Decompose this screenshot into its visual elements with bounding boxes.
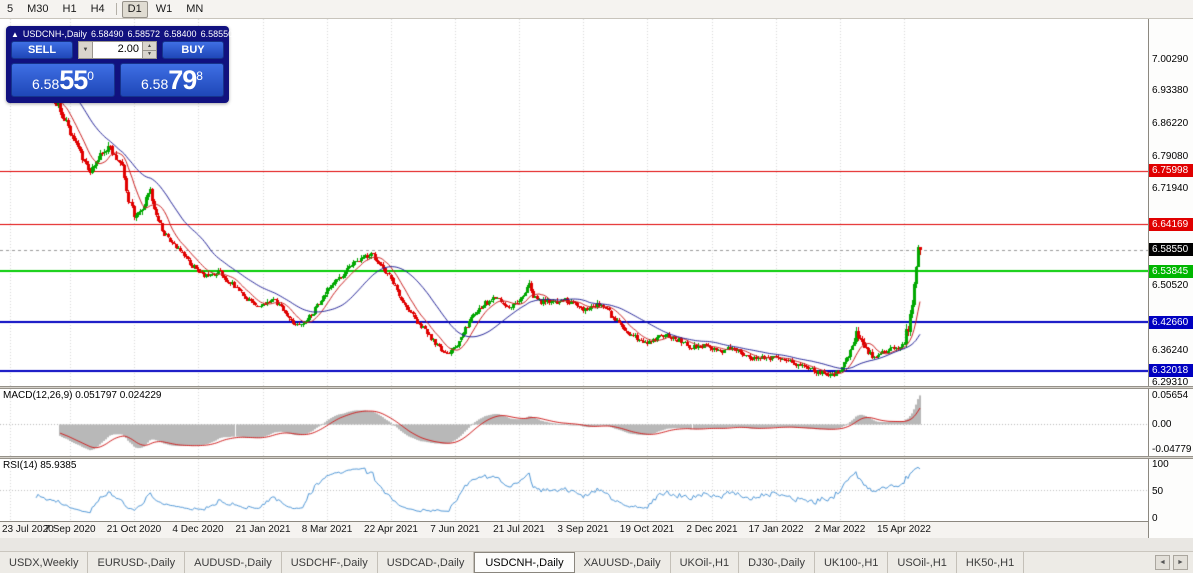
date-axis-label: 22 Apr 2021 [364,524,418,535]
price-axis-label: 6.50520 [1152,280,1189,292]
price-axis-label: 6.71940 [1152,183,1189,194]
timeframe-button-d1[interactable]: D1 [121,0,148,18]
buy-price-button[interactable]: 6.58 79 8 [120,63,224,97]
price-axis-flag: 6.53845 [1149,264,1193,278]
macd-axis-label: 0.00 [1152,419,1172,431]
date-axis-label: 2 Dec 2021 [686,524,738,535]
tab-scroll-controls: ◄ ► [1150,552,1193,573]
rsi-axis-label: 50 [1152,486,1164,497]
volume-input[interactable]: 2.00 [93,41,143,59]
timeframe-button-h1[interactable]: H1 [62,3,77,15]
ohlc-close: 6.58550 [200,29,234,39]
buy-button[interactable]: BUY [162,41,224,59]
tab-scroll-right-button[interactable]: ► [1173,555,1188,570]
price-axis-label: 6.29310 [1152,376,1189,388]
chart-tab-usdchf-daily[interactable]: USDCHF-,Daily [282,552,378,573]
ohlc-low: 6.58400 [164,29,197,39]
chart-tab-audusd-daily[interactable]: AUDUSD-,Daily [185,552,282,573]
volume-increase-button[interactable]: ▲ [143,42,156,51]
chart-tab-hk50-h1[interactable]: HK50-,H1 [957,552,1025,573]
macd-axis-label: 0.05654 [1152,390,1189,401]
date-axis-label: 3 Sep 2021 [557,524,609,535]
price-axis-label: 6.79080 [1152,150,1189,162]
date-axis-label: 15 Apr 2022 [877,524,931,535]
volume-dropdown-icon[interactable]: ▼ [78,41,93,59]
chart-tab-usoil-h1[interactable]: USOil-,H1 [888,552,957,573]
buy-price-pips: 79 [168,65,197,95]
chart-window: MACD(12,26,9) 0.051797 0.024229 RSI(14) … [0,19,1193,538]
pane-splitter-main-macd[interactable] [0,386,1193,389]
date-axis-label: 21 Jul 2021 [493,524,545,535]
sell-price-pips: 55 [59,65,88,95]
timeframe-button-m30[interactable]: M30 [27,3,49,15]
chart-symbol-period: USDCNH-,Daily [22,29,87,39]
price-axis-label: 6.93380 [1152,85,1189,97]
price-axis-label: 6.86220 [1152,118,1189,130]
volume-control: ▼ 2.00 ▲ ▼ [78,41,157,59]
rsi-axis-label: 100 [1152,459,1169,470]
chart-tab-dj30-daily[interactable]: DJ30-,Daily [739,552,815,573]
macd-chart-canvas[interactable] [0,389,1148,456]
collapse-panel-icon[interactable]: ▲ [11,29,19,39]
chart-info-bar: ▲ USDCNH-,Daily 6.58490 6.58572 6.58400 … [11,28,233,41]
macd-axis-label: -0.04779 [1152,444,1192,455]
trade-controls-row: SELL ▼ 2.00 ▲ ▼ BUY [11,41,224,59]
chart-tab-eurusd-daily[interactable]: EURUSD-,Daily [88,552,186,573]
sell-price-major: 6.58 [32,76,60,92]
chart-tab-xauusd-daily[interactable]: XAUUSD-,Daily [575,552,671,573]
date-axis-label: 17 Jan 2022 [748,524,804,535]
trade-prices-row: 6.58 55 0 6.58 79 8 [11,63,224,97]
chart-tab-usdcad-daily[interactable]: USDCAD-,Daily [378,552,475,573]
sell-price-button[interactable]: 6.58 55 0 [11,63,115,97]
date-axis-label: 7 Sep 2020 [44,524,96,535]
chart-tab-bar: USDX,Weekly EURUSD-,Daily AUDUSD-,Daily USD… [0,551,1193,573]
tab-scroll-left-button[interactable]: ◄ [1155,555,1170,570]
rsi-chart-canvas[interactable] [0,459,1148,521]
toolbar-separator [115,3,117,15]
price-axis-flag: 6.32018 [1149,364,1193,378]
date-axis-label: 23 Jul 2020 [2,524,54,535]
date-axis-label: 2 Mar 2022 [814,524,866,535]
date-axis-label: 21 Oct 2020 [106,524,162,535]
date-axis-label: 19 Oct 2021 [619,524,675,535]
buy-price-point: 8 [196,69,203,83]
ohlc-open: 6.58490 [90,29,124,39]
price-axis-label: 7.00290 [1152,54,1189,65]
macd-indicator-pane[interactable]: MACD(12,26,9) 0.051797 0.024229 [0,389,1148,456]
price-axis-label: 6.36240 [1152,345,1189,357]
pane-splitter-macd-rsi[interactable] [0,456,1193,459]
volume-decrease-button[interactable]: ▼ [143,50,156,58]
timeframe-button-mn[interactable]: MN [186,3,204,15]
price-axis-flag: 6.42660 [1149,315,1193,329]
date-axis-label: 7 Jun 2021 [430,524,480,535]
price-axis-flag: 6.58550 [1149,243,1193,257]
price-axis[interactable]: 7.00290 6.93380 6.86220 6.79080 6.71940 6.505… [1148,19,1193,538]
date-axis[interactable]: 23 Jul 2020 7 Sep 2020 21 Oct 2020 4 Dec 20… [0,521,1148,538]
one-click-trading-panel: ▲ USDCNH-,Daily 6.58490 6.58572 6.58400 … [6,26,233,103]
timeframe-toolbar: 5 M30 H1 H4 D1 W1 MN [0,0,1193,19]
chart-tab-usdcnh-daily[interactable]: USDCNH-,Daily [474,552,575,573]
rsi-indicator-label: RSI(14) 85.9385 [3,460,77,471]
price-axis-flag: 6.64169 [1149,217,1193,231]
rsi-axis-label: 0 [1152,513,1158,524]
timeframe-button-5[interactable]: 5 [7,3,14,15]
buy-price-major: 6.58 [141,76,169,92]
timeframe-button-h4[interactable]: H4 [90,3,105,15]
sell-button[interactable]: SELL [11,41,73,59]
date-axis-label: 8 Mar 2021 [301,524,353,535]
date-axis-label: 21 Jan 2021 [235,524,291,535]
chart-tab-uk100-h1[interactable]: UK100-,H1 [815,552,889,573]
rsi-indicator-pane[interactable]: RSI(14) 85.9385 [0,459,1148,521]
chart-tab-usdx-weekly[interactable]: USDX,Weekly [0,552,89,573]
price-axis-flag: 6.75998 [1149,164,1193,178]
timeframe-button-w1[interactable]: W1 [155,3,173,15]
sell-price-point: 0 [87,69,94,83]
chart-tab-ukoil-h1[interactable]: UKOil-,H1 [671,552,740,573]
volume-spinner: ▲ ▼ [143,41,157,59]
date-axis-label: 4 Dec 2020 [172,524,224,535]
macd-indicator-label: MACD(12,26,9) 0.051797 0.024229 [3,390,162,401]
ohlc-high: 6.58572 [127,29,161,39]
